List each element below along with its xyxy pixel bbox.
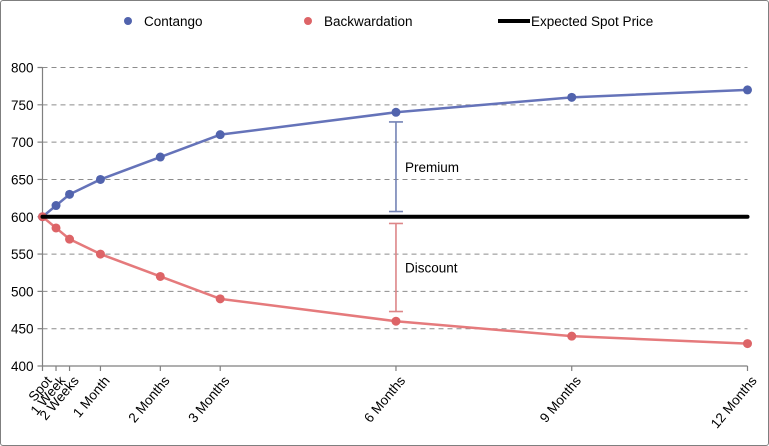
backwardation-point bbox=[155, 271, 165, 281]
y-tick-label: 750 bbox=[11, 98, 34, 113]
contango-point bbox=[215, 130, 225, 140]
backwardation-marker-icon bbox=[304, 17, 312, 25]
y-tick-label: 700 bbox=[11, 135, 34, 150]
backwardation-point bbox=[391, 316, 401, 326]
legend-item-expected-spot-price: Expected Spot Price bbox=[498, 9, 653, 33]
legend-label: Expected Spot Price bbox=[531, 13, 654, 29]
y-tick-label: 400 bbox=[11, 359, 34, 374]
contango-point bbox=[743, 85, 752, 95]
contango-point bbox=[51, 201, 61, 211]
contango-point bbox=[95, 174, 105, 184]
contango-point bbox=[567, 92, 577, 102]
contango-point bbox=[155, 152, 165, 162]
x-tick-label: 12 Months bbox=[708, 373, 760, 431]
x-tick-label: 6 Months bbox=[361, 373, 408, 425]
premium-label: Premium bbox=[405, 160, 459, 175]
backwardation-point bbox=[567, 331, 577, 341]
y-tick-label: 550 bbox=[11, 247, 34, 262]
legend-item-backwardation: Backwardation bbox=[304, 9, 413, 33]
contango-point bbox=[65, 189, 75, 199]
legend-label: Backwardation bbox=[324, 13, 413, 29]
backwardation-point bbox=[95, 249, 105, 259]
discount-label: Discount bbox=[405, 260, 458, 275]
backwardation-point bbox=[65, 234, 75, 244]
legend-label: Contango bbox=[144, 13, 203, 29]
x-tick-label: 2 Months bbox=[125, 373, 172, 425]
legend: Contango Backwardation Expected Spot Price bbox=[1, 9, 768, 33]
y-tick-label: 500 bbox=[11, 284, 34, 299]
expected-spot-price-marker-icon bbox=[498, 19, 530, 23]
y-tick-label: 600 bbox=[11, 210, 34, 225]
backwardation-point bbox=[743, 339, 752, 349]
x-tick-label: 3 Months bbox=[185, 373, 232, 425]
y-tick-label: 450 bbox=[11, 322, 34, 337]
backwardation-point bbox=[215, 294, 225, 304]
backwardation-point bbox=[51, 223, 61, 233]
y-tick-label: 800 bbox=[11, 61, 34, 76]
x-tick-label: 9 Months bbox=[537, 373, 584, 425]
y-tick-label: 650 bbox=[11, 172, 34, 187]
legend-item-contango: Contango bbox=[124, 9, 203, 33]
contango-point bbox=[391, 107, 401, 117]
contango-marker-icon bbox=[124, 17, 132, 25]
